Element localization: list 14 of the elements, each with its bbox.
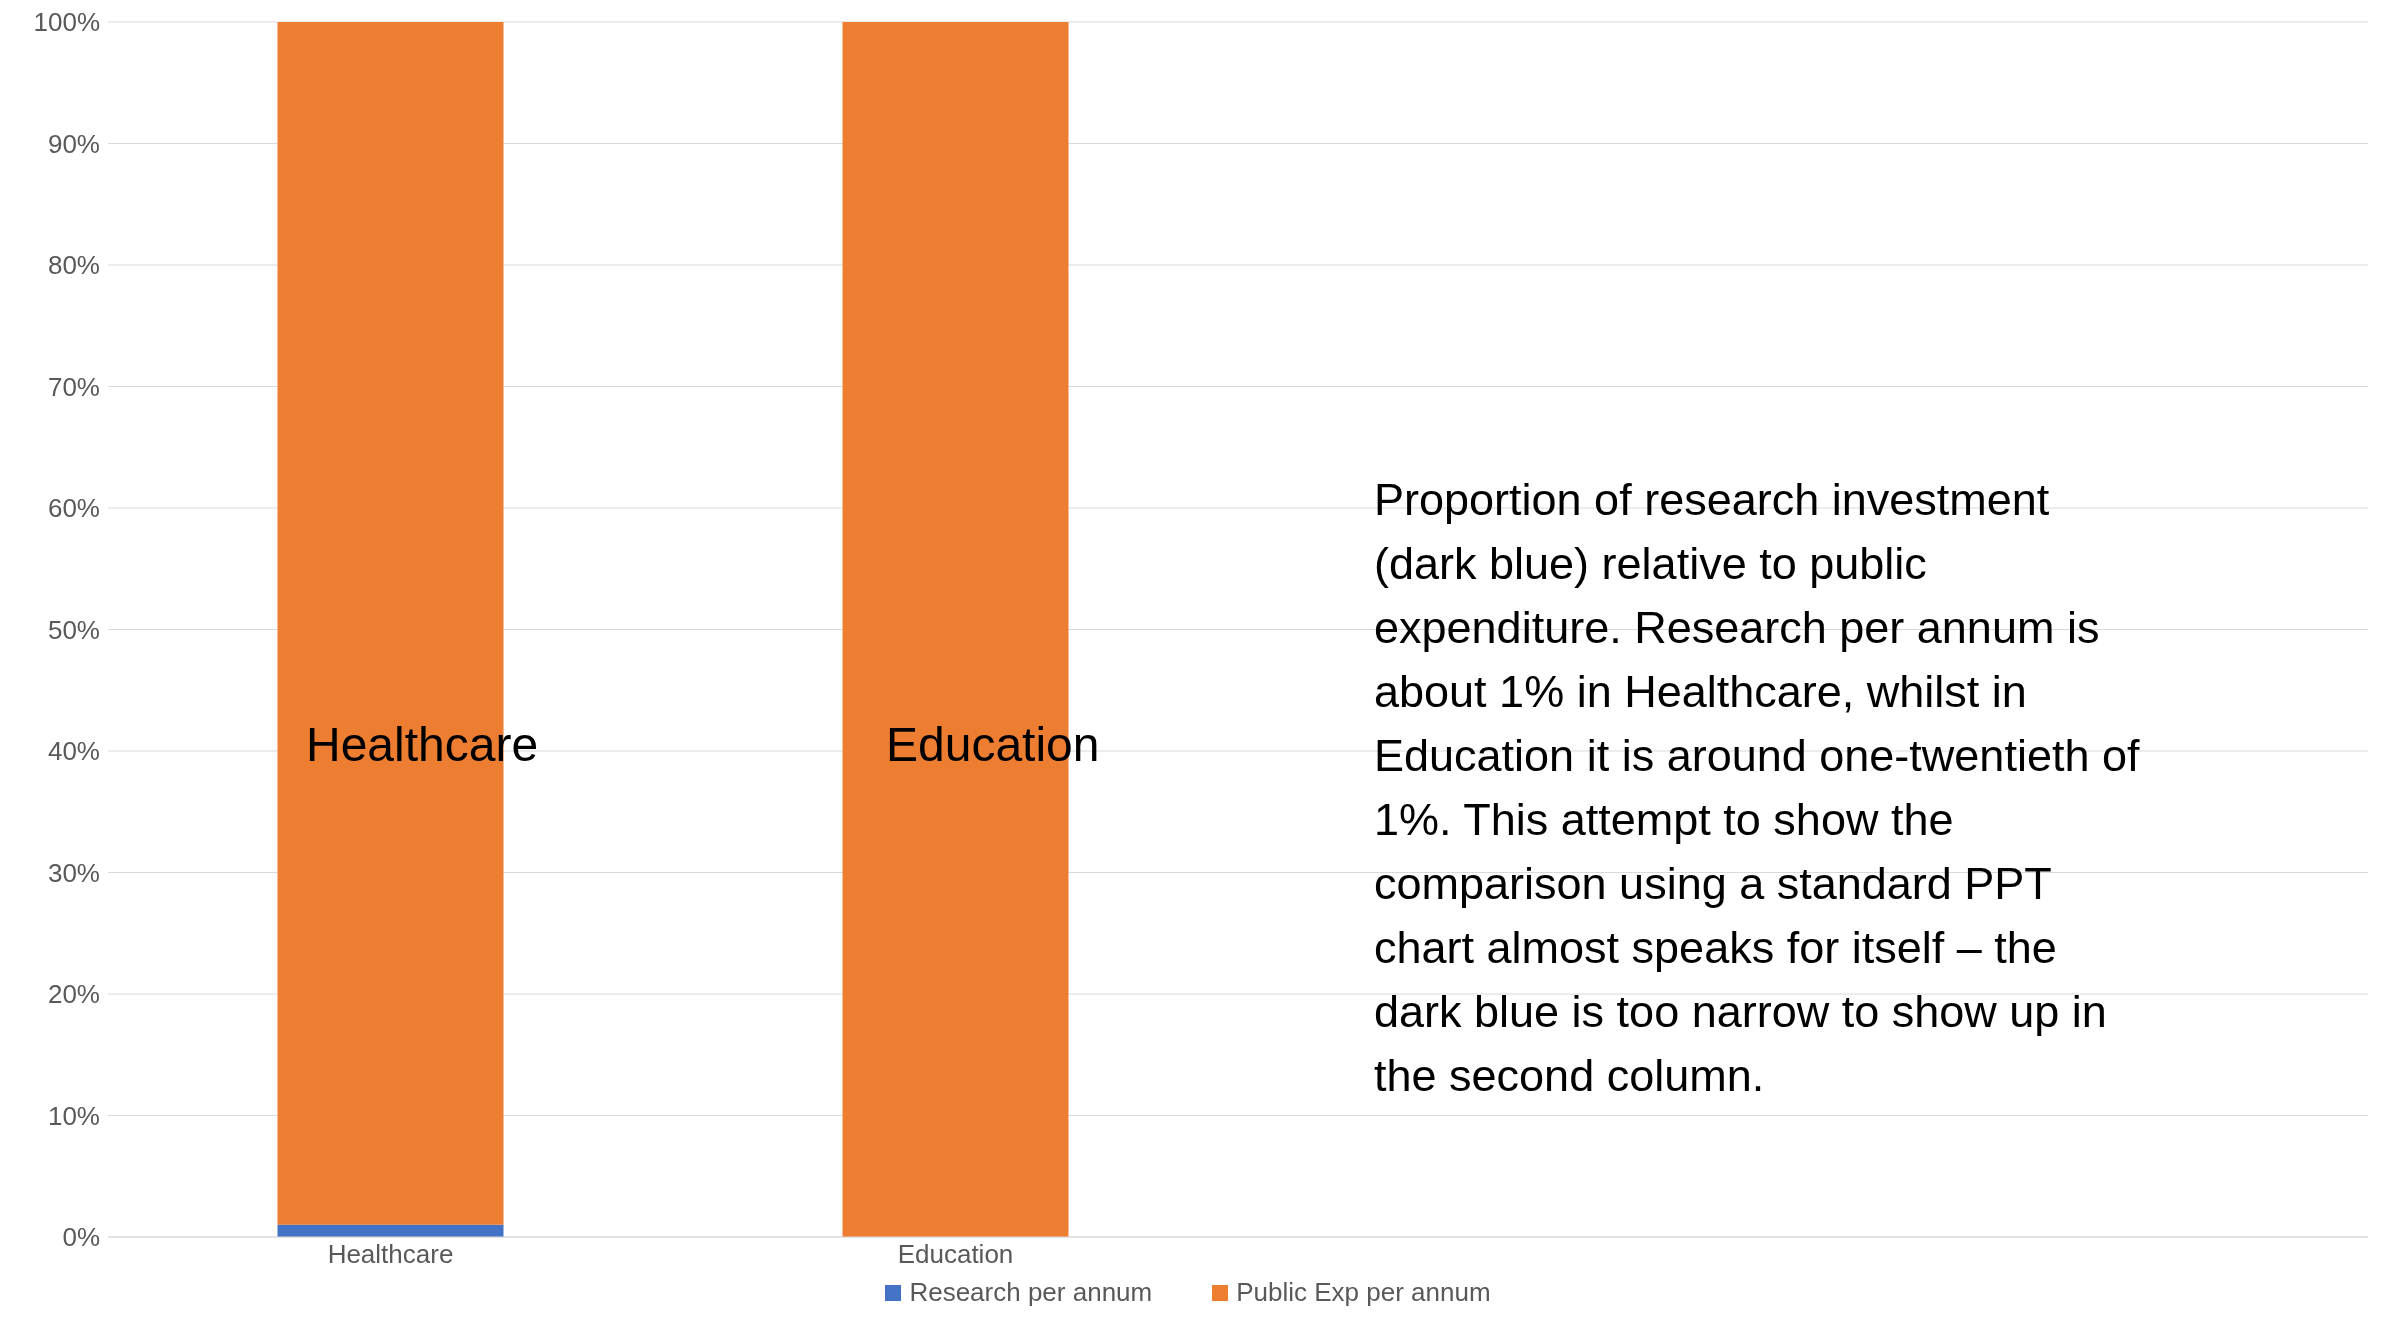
legend-label: Research per annum (909, 1277, 1153, 1308)
y-tick-label: 70% (47, 371, 100, 402)
legend-label: Public Exp per annum (1236, 1277, 1491, 1308)
y-tick-label: 50% (47, 614, 100, 645)
y-tick-label: 20% (47, 979, 100, 1010)
y-tick-label: 0% (62, 1222, 100, 1253)
text: Proportion of research investment (dark blue) relative to public expenditure. Research per annum is about 1% in Healthcare, whilst in Education it is around one-twentieth of 1%. This attempt to show the comparison using a standard PPT chart almost speaks for itself – the dark blue is too narrow to show up in the second column. (1374, 474, 2140, 1101)
y-tick-label: 40% (47, 736, 100, 767)
y-tick-label: 90% (47, 128, 100, 159)
y-tick-label: 10% (47, 1100, 100, 1131)
y-tick-label: 100% (33, 7, 100, 38)
y-tick-label: 60% (47, 493, 100, 524)
y-tick-label: 80% (47, 250, 100, 281)
y-tick-label: 30% (47, 857, 100, 888)
